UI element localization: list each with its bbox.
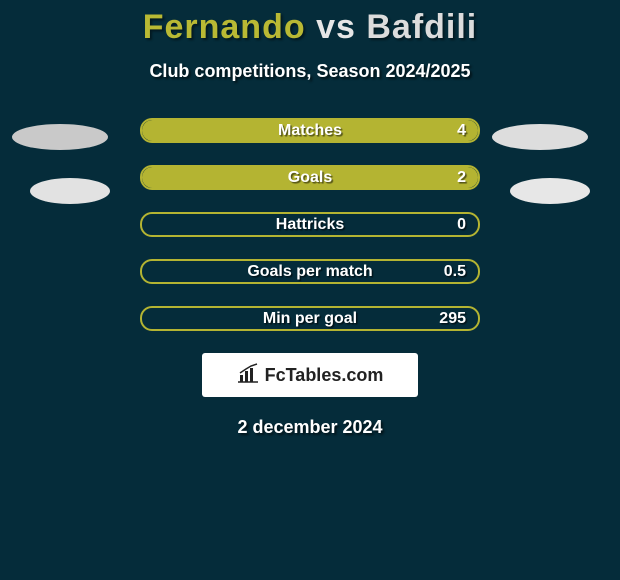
stat-bars: Matches 4 Goals 2 Hattricks 0 Goals per match 0…	[0, 118, 620, 331]
decorative-disc	[510, 178, 590, 204]
stat-bar: Min per goal 295	[140, 306, 480, 331]
stat-bar-label: Goals per match	[247, 263, 372, 281]
stat-bar-value: 2	[457, 169, 466, 187]
stat-bar: Matches 4	[140, 118, 480, 143]
title-player1: Fernando	[143, 8, 306, 46]
stat-bar-label: Goals	[288, 169, 332, 187]
decorative-disc	[12, 124, 108, 150]
decorative-disc	[492, 124, 588, 150]
decorative-disc	[30, 178, 110, 204]
comparison-card: Fernando vs Bafdili Club competitions, S…	[0, 0, 620, 580]
logo-box: FcTables.com	[202, 353, 418, 397]
stat-bar-value: 4	[457, 122, 466, 140]
bar-chart-icon	[237, 363, 259, 388]
stat-bar-value: 0.5	[444, 263, 466, 281]
stat-bar-value: 295	[439, 310, 466, 328]
stat-bar-value: 0	[457, 216, 466, 234]
title-vs: vs	[316, 8, 356, 46]
page-title: Fernando vs Bafdili	[0, 0, 620, 47]
subtitle: Club competitions, Season 2024/2025	[0, 61, 620, 82]
stat-bar-label: Matches	[278, 122, 342, 140]
stat-bar: Goals 2	[140, 165, 480, 190]
stat-bar-label: Min per goal	[263, 310, 357, 328]
stat-bar-label: Hattricks	[276, 216, 344, 234]
date-text: 2 december 2024	[0, 417, 620, 438]
title-player2: Bafdili	[366, 8, 477, 46]
logo-text: FcTables.com	[265, 365, 384, 386]
stat-bar: Goals per match 0.5	[140, 259, 480, 284]
stat-bar: Hattricks 0	[140, 212, 480, 237]
